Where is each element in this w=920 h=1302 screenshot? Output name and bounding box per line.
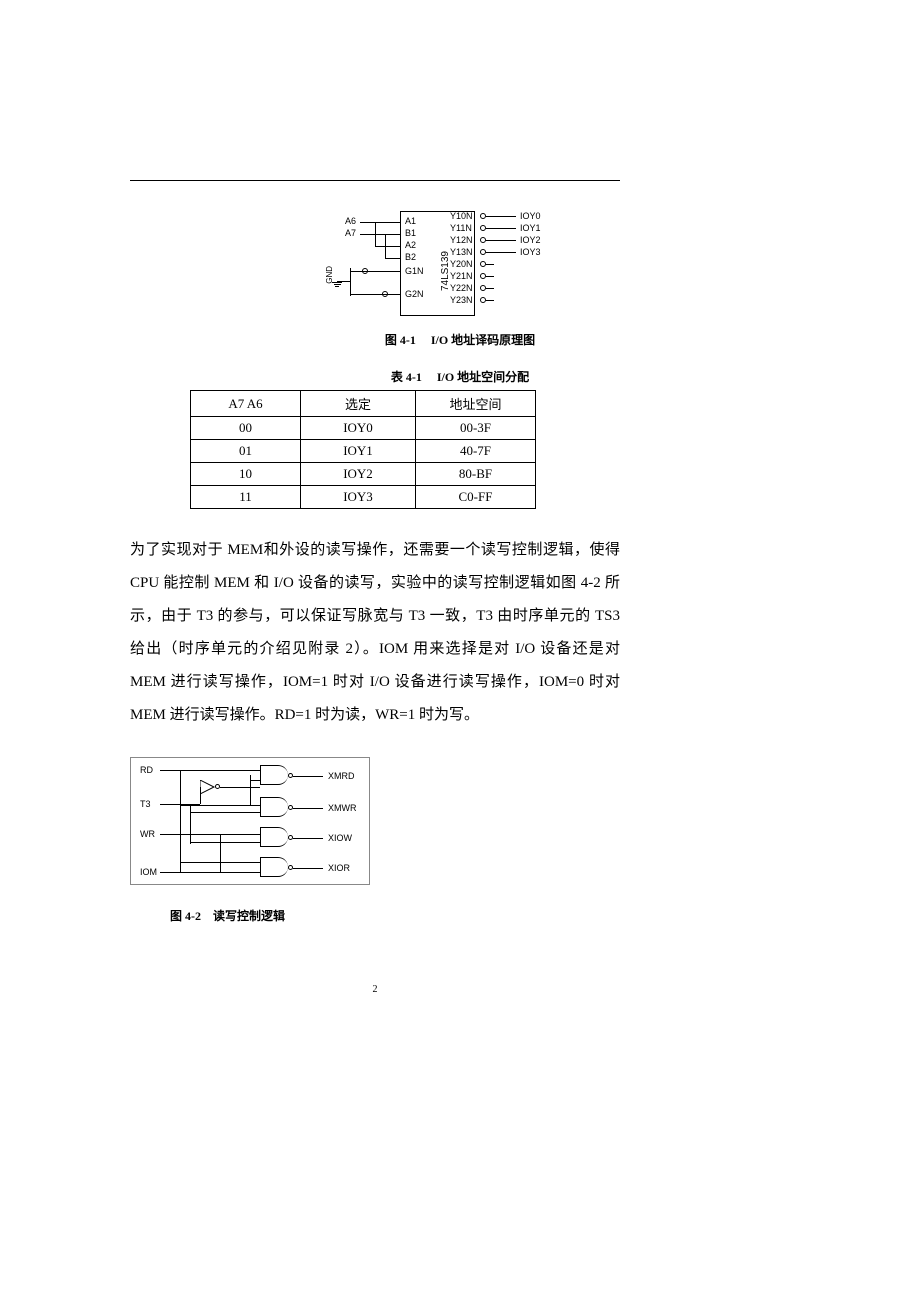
cell: IOY3	[301, 486, 416, 509]
cell: 01	[191, 440, 301, 463]
input-iom: IOM	[140, 867, 157, 877]
cell: 10	[191, 463, 301, 486]
fig42-text: 读写控制逻辑	[213, 909, 285, 923]
nand-gate-3	[260, 827, 288, 847]
nand-gate-1	[260, 765, 288, 785]
output-xior: XIOR	[328, 863, 350, 873]
output-xiow: XIOW	[328, 833, 352, 843]
cell: IOY2	[301, 463, 416, 486]
input-wr: WR	[140, 829, 155, 839]
output-xmrd: XMRD	[328, 771, 355, 781]
pin-y10n: Y10N	[450, 211, 473, 221]
output-ioy3: IOY3	[520, 247, 541, 257]
input-t3: T3	[140, 799, 151, 809]
figure-4-2-diagram: RD T3 WR IOM XMRD XMWR	[130, 757, 370, 897]
header-rule	[130, 180, 620, 181]
pin-y13n: Y13N	[450, 247, 473, 257]
pin-y11n: Y11N	[450, 223, 472, 233]
figure-4-2-caption: 图 4-2 读写控制逻辑	[130, 907, 790, 924]
tab41-prefix: 表 4-1	[391, 370, 422, 384]
table-4-1-caption: 表 4-1 I/O 地址空间分配	[130, 368, 790, 385]
th-addr: 地址空间	[416, 391, 536, 417]
th-select: 选定	[301, 391, 416, 417]
pin-b2: B2	[405, 252, 416, 262]
pin-b1: B1	[405, 228, 416, 238]
output-xmwr: XMWR	[328, 803, 357, 813]
table-row: 11 IOY3 C0-FF	[191, 486, 536, 509]
input-a7-label: A7	[345, 228, 356, 238]
input-rd: RD	[140, 765, 153, 775]
io-address-table: A7 A6 选定 地址空间 00 IOY0 00-3F 01 IOY1 40-7…	[190, 390, 536, 509]
th-a7a6: A7 A6	[191, 391, 301, 417]
table-row: 00 IOY0 00-3F	[191, 417, 536, 440]
fig41-prefix: 图 4-1	[385, 333, 416, 347]
cell: 00-3F	[416, 417, 536, 440]
pin-a1: A1	[405, 216, 416, 226]
page-number: 2	[130, 984, 620, 995]
fig41-text: I/O 地址译码原理图	[431, 333, 535, 347]
tab41-text: I/O 地址空间分配	[437, 370, 529, 384]
pin-y22n: Y22N	[450, 283, 473, 293]
pin-g2n: G2N	[405, 289, 424, 299]
pin-a2: A2	[405, 240, 416, 250]
figure-4-1-caption: 图 4-1 I/O 地址译码原理图	[130, 331, 790, 348]
cell: 40-7F	[416, 440, 536, 463]
pin-g1n: G1N	[405, 266, 424, 276]
cell: 00	[191, 417, 301, 440]
table-header-row: A7 A6 选定 地址空间	[191, 391, 536, 417]
cell: IOY0	[301, 417, 416, 440]
output-ioy0: IOY0	[520, 211, 541, 221]
cell: IOY1	[301, 440, 416, 463]
pin-y12n: Y12N	[450, 235, 473, 245]
pin-y21n: Y21N	[450, 271, 473, 281]
nand-gate-4	[260, 857, 288, 877]
cell: 11	[191, 486, 301, 509]
table-row: 01 IOY1 40-7F	[191, 440, 536, 463]
cell: C0-FF	[416, 486, 536, 509]
cell: 80-BF	[416, 463, 536, 486]
pin-y23n: Y23N	[450, 295, 473, 305]
fig42-prefix: 图 4-2	[170, 909, 201, 923]
table-row: 10 IOY2 80-BF	[191, 463, 536, 486]
nand-gate-2	[260, 797, 288, 817]
figure-4-1-diagram: A6 A7 GND 74LS139 A1 B1 A2 B2 G1N G2N	[320, 206, 600, 321]
body-paragraph: 为了实现对于 MEM和外设的读写操作，还需要一个读写控制逻辑，使得 CPU 能控…	[130, 534, 620, 732]
input-a6-label: A6	[345, 216, 356, 226]
pin-y20n: Y20N	[450, 259, 473, 269]
output-ioy1: IOY1	[520, 223, 541, 233]
output-ioy2: IOY2	[520, 235, 541, 245]
